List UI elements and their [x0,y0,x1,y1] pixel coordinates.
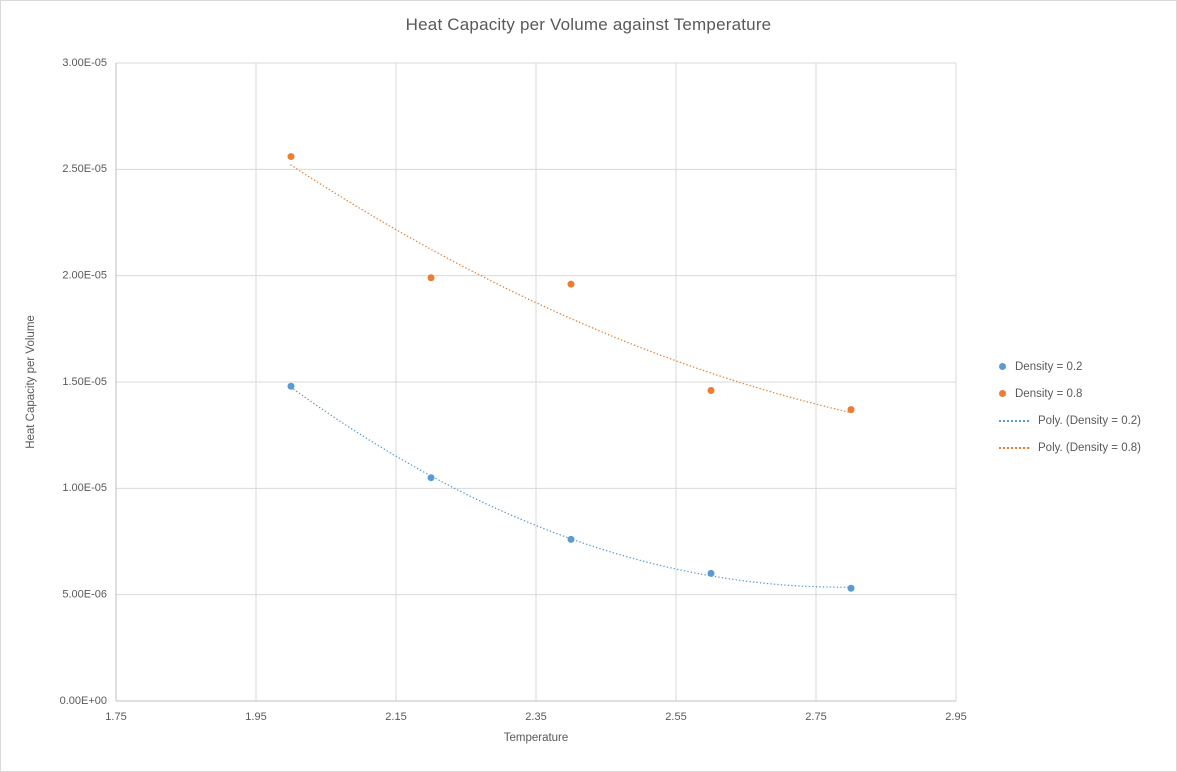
y-tick-label: 1.50E-05 [62,376,107,388]
x-tick-label: 2.55 [665,711,686,723]
legend-item: Poly. (Density = 0.8) [999,434,1141,461]
y-tick-label: 2.00E-05 [62,270,107,282]
legend-item-label: Density = 0.8 [1015,387,1083,400]
x-tick-label: 1.95 [245,711,266,723]
data-point [567,535,575,543]
x-axis-title: Temperature [503,732,569,744]
x-tick-label: 2.35 [525,711,546,723]
y-tick-label: 3.00E-05 [62,57,107,69]
legend-marker-circle [999,390,1006,397]
trendline [290,386,852,588]
y-tick-label: 0.00E+00 [60,695,107,707]
chart-title: Heat Capacity per Volume against Tempera… [405,15,772,34]
legend-item-label: Poly. (Density = 0.8) [1038,441,1142,454]
legend-item: Density = 0.2 [999,353,1141,380]
legend-marker-circle [999,363,1006,370]
legend-item-label: Density = 0.2 [1015,360,1083,373]
data-point [287,382,295,390]
data-point [427,474,435,482]
data-point [707,569,715,577]
data-point [847,406,855,414]
y-tick-label: 5.00E-06 [62,589,107,601]
x-tick-label: 1.75 [105,711,126,723]
x-tick-label: 2.95 [945,711,966,723]
y-tick-label: 2.50E-05 [62,163,107,175]
data-point [707,387,715,395]
trendline [290,164,852,414]
legend-item: Density = 0.8 [999,380,1141,407]
legend-marker-dotted-line [999,419,1029,422]
y-axis-title: Heat Capacity per Volume [25,315,37,449]
legend: Density = 0.2 Density = 0.8 Poly. (Density… [999,353,1141,461]
legend-item-label: Poly. (Density = 0.2) [1038,414,1142,427]
x-tick-label: 2.15 [385,711,406,723]
data-point [567,280,575,288]
legend-item: Poly. (Density = 0.2) [999,407,1141,434]
data-point [287,153,295,161]
data-point [847,584,855,592]
data-point [427,274,435,282]
legend-marker-dotted-line [999,446,1029,449]
y-tick-label: 1.00E-05 [62,482,107,494]
x-tick-label: 2.75 [805,711,826,723]
